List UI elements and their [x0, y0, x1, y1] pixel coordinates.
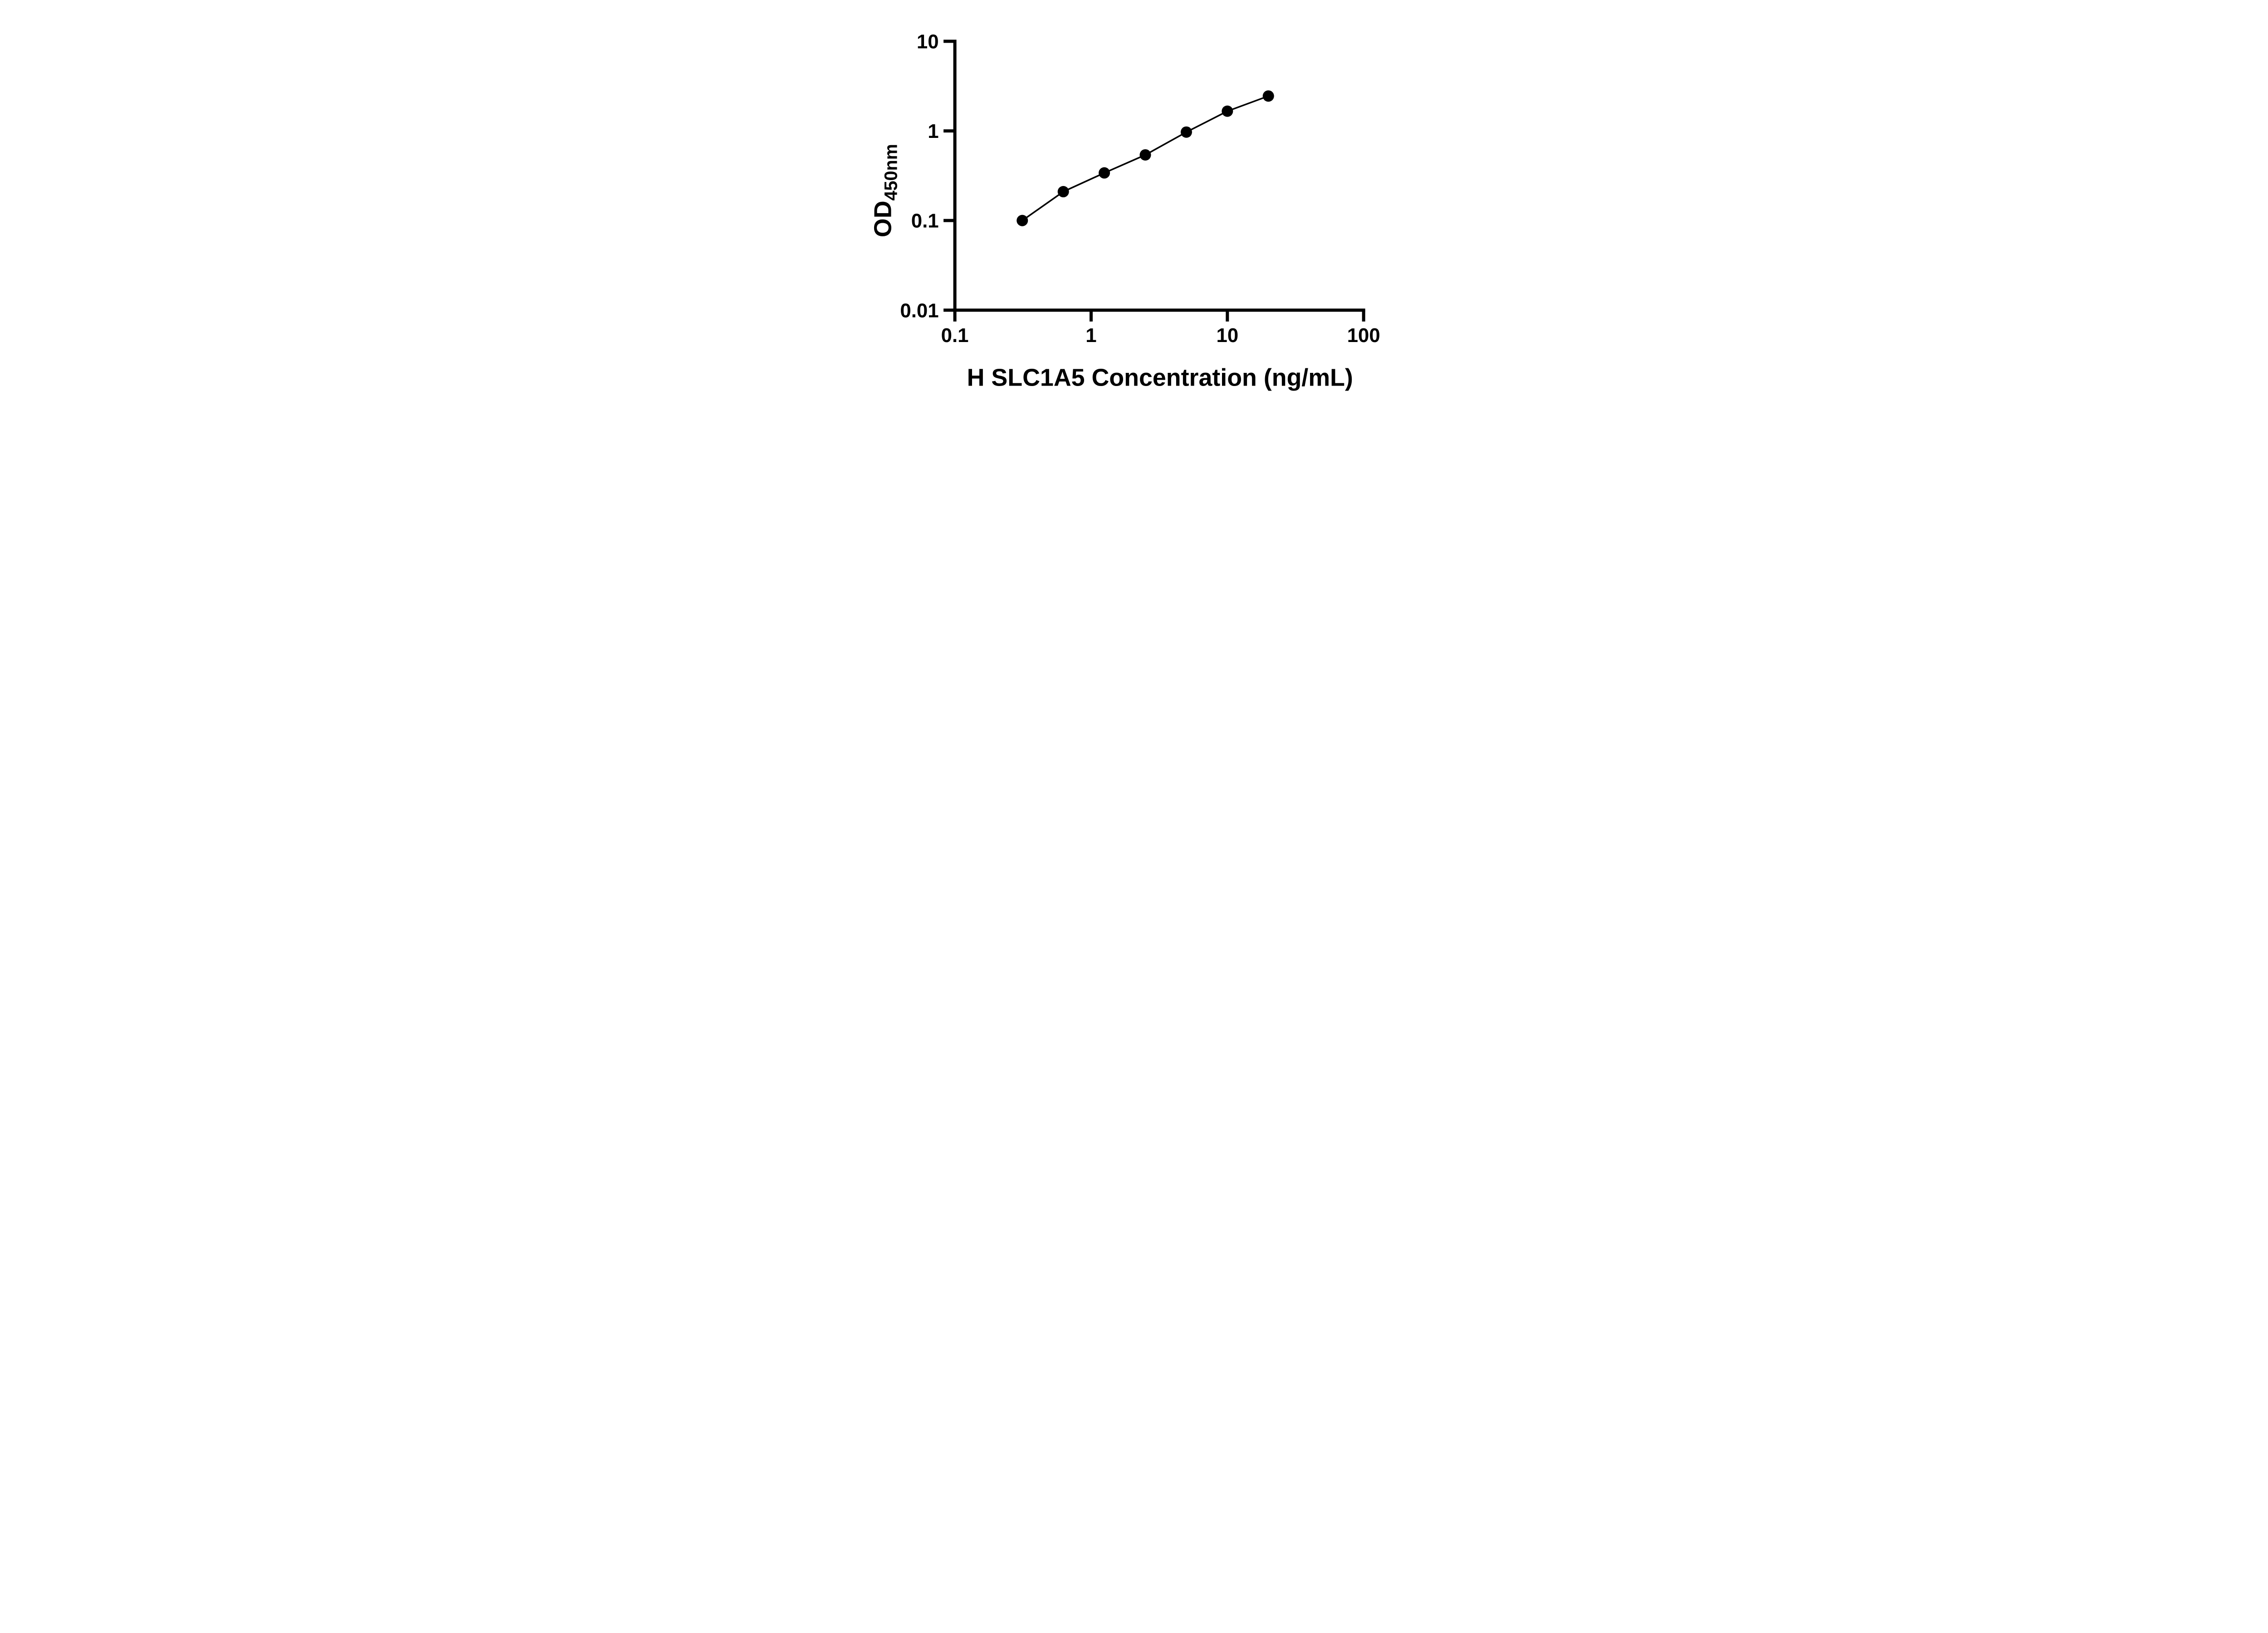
x-tick-label: 10 — [1216, 324, 1238, 347]
x-axis-title: H SLC1A5 Concentration (ng/mL) — [967, 364, 1353, 391]
x-tick-label: 0.1 — [941, 324, 969, 347]
y-axis-title-subscript: 450nm — [881, 144, 901, 200]
x-tick-label: 1 — [1085, 324, 1096, 347]
x-tick-label: 100 — [1347, 324, 1380, 347]
y-tick-label: 1 — [928, 120, 938, 142]
elisa-standard-curve-figure: 0.01 0.1 1 10 0.1 1 10 100 OD450nm H SLC1A5 Con… — [842, 0, 1426, 409]
data-point — [1222, 105, 1233, 117]
data-point — [1262, 90, 1274, 102]
y-axis-title-main: OD — [870, 200, 897, 237]
y-tick-label: 0.1 — [911, 210, 939, 232]
data-series-layer — [1017, 90, 1274, 226]
data-point — [1017, 215, 1028, 226]
y-tick-label: 10 — [917, 31, 939, 53]
y-axis-title: OD450nm — [870, 144, 901, 237]
data-point — [1057, 186, 1069, 198]
data-point — [1099, 167, 1110, 179]
data-point — [1180, 126, 1192, 138]
data-point — [1139, 149, 1151, 161]
y-tick-label: 0.01 — [900, 299, 938, 322]
